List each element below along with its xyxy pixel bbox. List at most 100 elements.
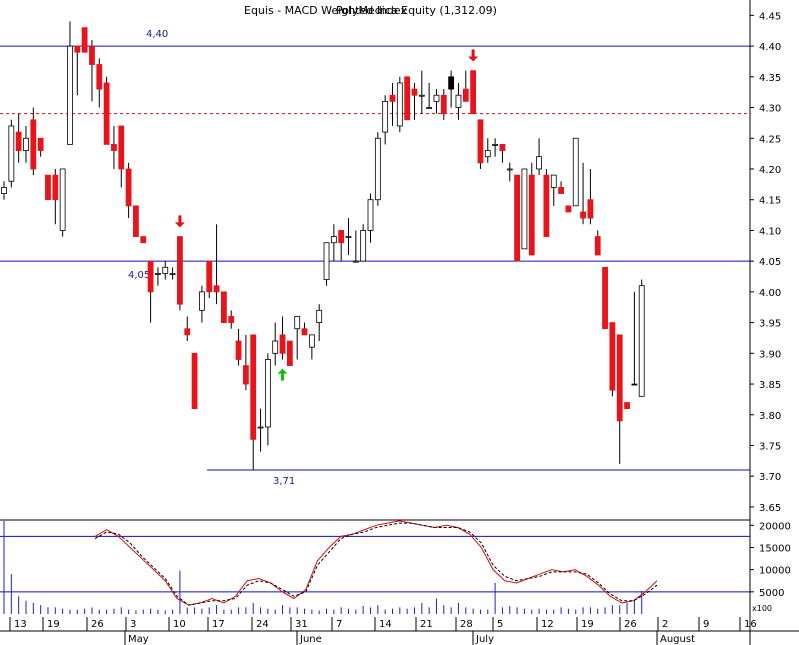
candle-body [15,131,22,151]
candle [426,82,433,109]
x-day-label: 26 [624,619,637,630]
candle [257,408,264,452]
candle [389,82,396,126]
candle [286,340,293,367]
candle-body [631,383,638,386]
candle-body [257,426,264,429]
candle [308,334,315,360]
y-tick-label: 3.95 [759,319,781,330]
y-tick-label: 4.10 [759,226,781,237]
candle-body [594,236,601,256]
grid-layer: 4,40 4,05 3,71 [0,29,750,593]
x-day-label: 24 [256,619,269,630]
candle-body [550,174,557,188]
candle-body [492,143,499,146]
candle [169,267,176,280]
x-day-label: 21 [420,619,433,630]
x-month-label: July [475,634,494,645]
candle [147,260,154,323]
y-tick-label: 3.65 [759,503,781,514]
candle-body [602,266,608,330]
sell-signal-arrow [174,215,185,228]
candle [250,334,257,471]
indicator-line-dashed [94,522,658,606]
volume-layer [3,520,643,614]
candle [162,261,169,280]
candle [96,58,103,108]
indicator-tick-label: 15000 [759,543,791,554]
candle-body [45,174,51,201]
candle-body [396,82,403,127]
indicator-tick-label: 5000 [759,588,784,599]
x-day-label: 10 [173,619,186,630]
candle-body [440,94,447,115]
candle [118,125,125,188]
candle [45,174,51,201]
candle-body [528,174,535,256]
candle-body [382,100,389,133]
candle-body [616,334,623,422]
candle-body [462,88,469,102]
candle-body [433,94,440,102]
candle-body [448,76,455,90]
candle-body [140,236,147,244]
y-tick-label: 3.85 [759,380,781,391]
candle [213,224,220,305]
y-tick-label: 4.40 [759,42,781,53]
candle-body [89,45,95,65]
x-day-label: 14 [379,619,392,630]
candle [477,119,484,169]
candle [514,174,520,262]
candle [89,39,95,102]
candle-body [572,137,579,207]
candle [609,322,616,397]
y-tick-label: 3.75 [759,441,781,452]
x-month-label: May [128,634,149,645]
candle [521,168,528,250]
candle-body [162,266,169,274]
candle-body [470,70,477,115]
candle [594,230,601,256]
candle-body [37,137,44,151]
candle-body [81,27,88,53]
candle [338,230,345,262]
candle-body [220,291,227,323]
candle-body [103,82,110,145]
candle-body [587,199,594,219]
candle [294,316,301,360]
chart-title-overlay: PolyMedica Equity (1,312.09) [336,4,497,17]
candle [404,76,411,121]
candle-body [521,168,528,250]
x-day-label: 26 [91,619,104,630]
candle [536,138,542,176]
candle-body [360,230,367,262]
candle-body [308,334,315,348]
candle-body [96,64,103,90]
indicator-tick-label: 20000 [759,521,791,532]
candle-body [228,316,235,323]
candle-body [177,236,183,305]
candle [470,70,477,115]
candle-body [264,359,271,428]
candle [184,316,191,342]
candle-body [543,174,550,237]
y-tick-label: 4.25 [759,134,781,145]
candle-body [206,260,213,293]
x-month-label: August [660,634,695,645]
candle [638,279,645,397]
candle-body [411,88,418,96]
chart-title: Equis - MACD Weighted Index [244,4,407,17]
candle [15,113,22,163]
level-label: 4,40 [146,29,168,40]
candle [440,89,447,120]
candle [242,334,249,391]
x-day-label: 2 [662,619,668,630]
candle [455,82,462,120]
indicator-tick-label: 10000 [759,566,791,577]
candle [499,143,506,163]
x-day-label: 19 [581,619,594,630]
x-day-label: 9 [703,619,709,630]
candle-body [477,119,484,164]
candle [235,328,242,366]
